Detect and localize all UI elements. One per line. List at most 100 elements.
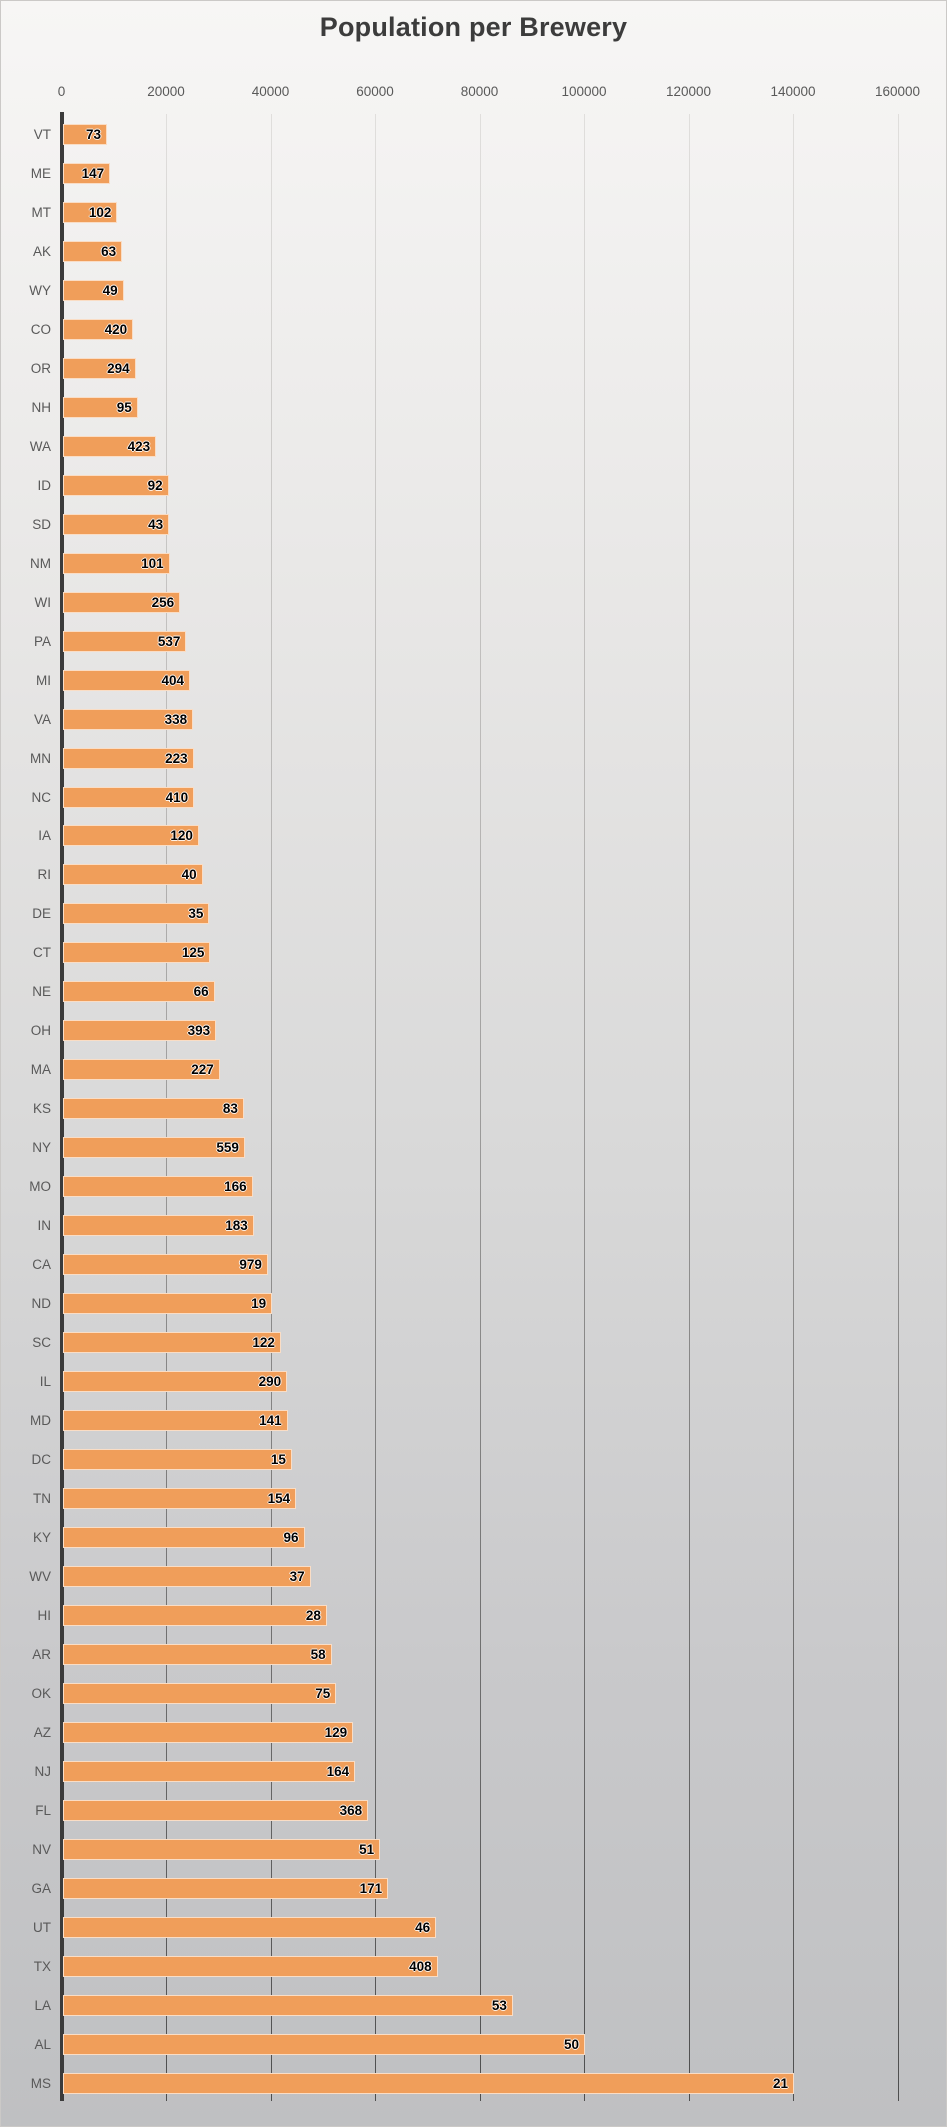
bar-MA[interactable]: 227: [63, 1059, 220, 1081]
bar-SD[interactable]: 43: [63, 513, 170, 535]
value-label: 102: [88, 204, 112, 220]
bar-row-KS: KS 83: [1, 1098, 946, 1120]
value-label: 423: [127, 438, 151, 454]
bar-row-SD: SD 43: [1, 513, 946, 535]
value-label: 537: [157, 633, 181, 649]
value-label: 183: [225, 1218, 248, 1234]
state-label: IA: [38, 828, 51, 844]
bar-ME[interactable]: 147: [63, 162, 111, 184]
x-tick-label: 80000: [460, 84, 499, 99]
bar-OK[interactable]: 75: [63, 1683, 337, 1704]
bar-MD[interactable]: 141: [63, 1410, 288, 1432]
bar-NE[interactable]: 66: [63, 981, 215, 1003]
bar-NY[interactable]: 559: [63, 1137, 245, 1159]
bar-VT[interactable]: 73: [63, 123, 107, 145]
state-label: SD: [32, 516, 51, 532]
bar-row-WV: WV 37: [1, 1566, 946, 1588]
bar-DC[interactable]: 15: [63, 1449, 292, 1471]
bar-IN[interactable]: 183: [63, 1215, 254, 1237]
bar-NV[interactable]: 51: [63, 1838, 381, 1860]
state-label: VT: [33, 126, 51, 142]
bar-ID[interactable]: 92: [63, 474, 169, 496]
bar-NJ[interactable]: 164: [63, 1761, 356, 1782]
bar-IL[interactable]: 290: [63, 1371, 288, 1393]
x-tick-label: 100000: [561, 84, 607, 99]
bar-NM[interactable]: 101: [63, 552, 170, 574]
bar-WI[interactable]: 256: [63, 591, 181, 613]
value-label: 66: [193, 984, 209, 1000]
bar-row-MO: MO 166: [1, 1176, 946, 1198]
bar-MN[interactable]: 223: [63, 747, 194, 769]
state-label: KS: [32, 1101, 51, 1117]
x-tick-label: 40000: [251, 84, 290, 99]
state-label: RI: [37, 867, 52, 883]
bar-CA[interactable]: 979: [63, 1254, 268, 1276]
x-tick-label: 60000: [356, 84, 394, 99]
bar-WA[interactable]: 423: [63, 435, 157, 457]
value-label: 393: [187, 1023, 211, 1039]
bar-MO[interactable]: 166: [63, 1176, 253, 1198]
bar-MI[interactable]: 404: [63, 669, 190, 691]
state-label: NV: [32, 1841, 51, 1857]
value-label: 75: [315, 1686, 331, 1701]
bar-GA[interactable]: 171: [63, 1877, 389, 1899]
bar-row-RI: RI 40: [1, 864, 946, 886]
bar-row-GA: GA 171: [1, 1877, 946, 1899]
state-label: MT: [31, 204, 52, 220]
bar-row-KY: KY 96: [1, 1527, 946, 1549]
bar-row-NV: NV 51: [1, 1838, 946, 1860]
bar-row-ID: ID 92: [1, 474, 946, 496]
bar-AL[interactable]: 50: [63, 2033, 585, 2055]
state-label: NC: [31, 789, 52, 805]
bar-VA[interactable]: 338: [63, 708, 194, 730]
value-label: 368: [339, 1802, 363, 1818]
bar-row-MD: MD 141: [1, 1410, 946, 1432]
bar-TN[interactable]: 154: [63, 1488, 297, 1510]
bar-row-IL: IL 290: [1, 1371, 946, 1393]
bar-NC[interactable]: 410: [63, 786, 195, 808]
bar-OR[interactable]: 294: [63, 357, 136, 379]
bar-row-MT: MT 102: [1, 201, 946, 223]
value-label: 49: [102, 282, 118, 298]
bar-IA[interactable]: 120: [63, 825, 199, 847]
bar-KS[interactable]: 83: [63, 1098, 244, 1120]
bar-TX[interactable]: 408: [63, 1955, 438, 1977]
state-label: ND: [31, 1296, 52, 1312]
bar-ND[interactable]: 19: [63, 1293, 273, 1315]
bar-UT[interactable]: 46: [63, 1916, 437, 1938]
bar-CT[interactable]: 125: [63, 942, 211, 964]
bar-MT[interactable]: 102: [63, 201, 118, 223]
bar-MS[interactable]: 21: [63, 2072, 794, 2094]
bar-PA[interactable]: 537: [63, 630, 187, 652]
bar-WY[interactable]: 49: [63, 279, 124, 301]
bar-AR[interactable]: 58: [63, 1644, 332, 1665]
bar-WV[interactable]: 37: [63, 1566, 311, 1588]
bar-row-FL: FL 368: [1, 1799, 946, 1821]
bar-HI[interactable]: 28: [63, 1605, 327, 1626]
state-label: ID: [37, 477, 52, 493]
bar-AZ[interactable]: 129: [63, 1722, 354, 1743]
bar-DE[interactable]: 35: [63, 903, 210, 925]
bar-KY[interactable]: 96: [63, 1527, 305, 1549]
state-label: NY: [32, 1140, 51, 1156]
bar-NH[interactable]: 95: [63, 396, 138, 418]
state-label: WA: [29, 438, 51, 454]
state-label: SC: [32, 1335, 51, 1351]
bar-row-OR: OR 294: [1, 357, 946, 379]
value-label: 410: [165, 789, 189, 805]
state-label: OK: [31, 1686, 51, 1701]
bar-row-MN: MN 223: [1, 747, 946, 769]
bar-row-WA: WA 423: [1, 435, 946, 457]
x-tick-label: 20000: [147, 84, 185, 99]
bar-RI[interactable]: 40: [63, 864, 203, 886]
bar-row-WI: WI 256: [1, 591, 946, 613]
value-label: 559: [216, 1140, 239, 1156]
bar-FL[interactable]: 368: [63, 1799, 369, 1821]
bar-CO[interactable]: 420: [63, 318, 134, 340]
bar-LA[interactable]: 53: [63, 1994, 513, 2016]
bar-AK[interactable]: 63: [63, 240, 123, 262]
value-label: 95: [116, 399, 132, 415]
bar-SC[interactable]: 122: [63, 1332, 281, 1354]
bar-OH[interactable]: 393: [63, 1020, 217, 1042]
value-label: 166: [224, 1179, 247, 1195]
